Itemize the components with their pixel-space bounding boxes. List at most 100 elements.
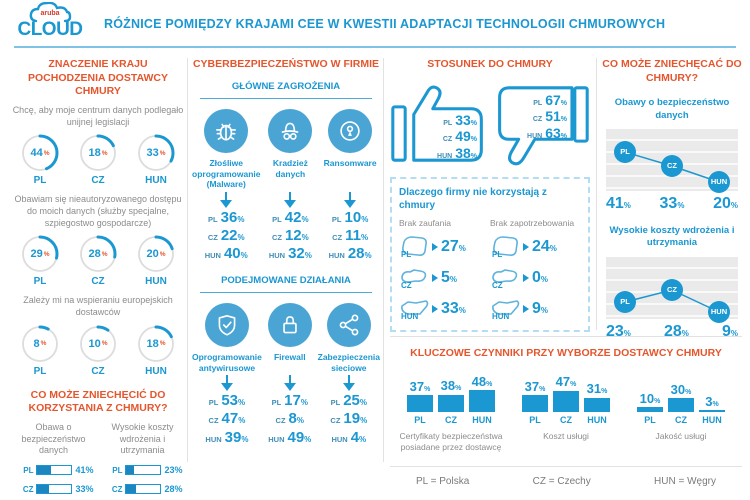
deter-left-caption: Obawa o bezpieczeństwo danych — [21, 422, 86, 456]
hbar-row: PL 23 — [101, 465, 184, 476]
bar — [668, 398, 694, 412]
down-arrow-icon — [342, 375, 355, 392]
why-not-caption: Brak zapotrzebowania — [490, 217, 575, 228]
country-label: CZ — [208, 416, 219, 426]
data-point: PL — [614, 290, 636, 313]
stat-row: HUN 49 — [262, 429, 318, 446]
bar — [637, 407, 663, 412]
country-label: CZ — [207, 233, 218, 243]
progress-bar — [125, 465, 162, 476]
why-not-row: HUN 9 — [490, 297, 581, 321]
bar-group: 37 PL 38 CZ 48 HUN — [394, 369, 508, 425]
deter-left-col-security: Obawa o bezpieczeństwo danych PL 41 CZ 3… — [12, 422, 95, 500]
bar-value: 30 — [671, 382, 692, 397]
threat-label: Złośliwe oprogramowanie (Malware) — [192, 157, 261, 190]
legend-pl: PL = Polska — [416, 476, 470, 487]
aruba-cloud-logo: aruba CLOUD — [12, 1, 100, 46]
country-label: HUN — [702, 414, 722, 425]
stat-value: 33 — [441, 300, 466, 318]
stat-value: 11 — [345, 227, 368, 244]
country-label: HUN — [587, 414, 607, 425]
stat-row: HUN 32 — [260, 245, 320, 262]
country-label: PL — [529, 414, 541, 425]
country-label: HUN — [492, 311, 510, 321]
right-arrow-icon — [432, 304, 438, 313]
cyber-title: CYBERBEZPIECZEŃSTWO W FIRMIE — [192, 58, 380, 70]
stat-row: CZ 8 — [262, 410, 318, 427]
bar-value: 31 — [587, 382, 608, 397]
ring-value: 28 — [78, 234, 118, 274]
country-label: CZ — [91, 175, 105, 187]
bar-value: 38 — [441, 378, 462, 393]
action-label: Oprogramowanie antywirusowe — [192, 352, 262, 373]
country-label: PL — [33, 276, 47, 288]
ring-value: 10 — [78, 324, 118, 364]
why-not-row: HUN 33 — [399, 297, 490, 321]
threat-label: Ransomware — [323, 157, 377, 168]
country-label: HUN — [205, 434, 222, 444]
attitude-title: STOSUNEK DO CHMURY — [427, 58, 553, 70]
why-not-columns: Brak zaufania PL 27 CZ 5 HUN 33 — [399, 218, 581, 321]
line-chart-costs: PL CZ HUN — [606, 256, 738, 323]
down-arrow-icon — [284, 191, 297, 208]
bug-icon — [204, 108, 249, 153]
bar — [553, 390, 579, 412]
percent-ring: 18 CZ — [74, 133, 122, 186]
stat-value: 47 — [222, 410, 246, 427]
percent-ring: 44 PL — [16, 133, 64, 186]
country-label: CZ — [271, 233, 282, 243]
stat-row: PL 17 — [262, 392, 318, 409]
ring-value: 29 — [20, 234, 60, 274]
deter-left-columns: Obawa o bezpieczeństwo danych PL 41 CZ 3… — [12, 422, 184, 500]
poland-map-icon: PL — [490, 235, 520, 259]
progress-bar — [36, 484, 73, 495]
country-label: PL — [492, 249, 503, 259]
hungary-map-icon: HUN — [399, 297, 429, 321]
bar-value: 37 — [525, 379, 546, 394]
stat-value: 17 — [284, 392, 308, 409]
stat-row: CZ 47 — [192, 410, 262, 427]
stat-value: 33 — [660, 195, 685, 213]
right-arrow-icon — [523, 242, 529, 251]
country-label: PL — [33, 175, 47, 187]
stat-row: PL 53 — [192, 392, 262, 409]
right-arrow-icon — [523, 304, 529, 313]
deter-left-title: CO MOŻE ZNIECHĘCIĆ DO KORZYSTANIA Z CHMU… — [28, 388, 168, 415]
czechia-map-icon: CZ — [490, 266, 520, 290]
stat-row: HUN 39 — [192, 429, 262, 446]
ring-value: 18 — [78, 133, 118, 173]
ring-row-2: 29 PL 28 CZ 20 HUN — [12, 234, 184, 287]
bar-value: 23 — [164, 465, 182, 475]
country-label: CZ — [532, 116, 543, 124]
stat-value: 63 — [545, 126, 567, 141]
why-not-row: PL 24 — [490, 235, 581, 259]
stat-row: HUN 4 — [318, 429, 380, 446]
country-label: HUN — [472, 414, 492, 425]
percent-ring: 28 CZ — [74, 234, 122, 287]
stat-value: 12 — [285, 227, 309, 244]
stat-value: 5 — [441, 269, 457, 287]
stat-row: PL 36 — [192, 209, 260, 226]
ring-value: 20 — [136, 234, 176, 274]
country-label: CZ — [91, 365, 105, 377]
data-point: HUN — [708, 300, 730, 323]
chart1-caption: Obawy o bezpieczeństwo danych — [614, 97, 730, 121]
stat-value: 0 — [532, 269, 548, 287]
hungary-map-icon: HUN — [490, 297, 520, 321]
factors-groups: 37 PL 38 CZ 48 HUN Certyfikaty bezpieczeńst… — [390, 369, 742, 453]
section-origin: ZNACZENIE KRAJU POCHODZENIA DOSTAWCY CHM… — [12, 58, 184, 500]
country-label: PL — [644, 414, 656, 425]
country-label: HUN — [328, 251, 345, 261]
bar — [699, 410, 725, 412]
origin-caption-2: Obawiam się nieautoryzowanego dostępu do… — [14, 194, 182, 228]
progress-bar — [125, 484, 162, 495]
country-label: CZ — [22, 484, 34, 494]
factor-cost: 37 PL 47 CZ 31 HUN Koszt usługi — [509, 369, 623, 453]
bar — [584, 397, 610, 412]
why-not-row: PL 27 — [399, 235, 490, 259]
bar-value: 47 — [556, 374, 577, 389]
